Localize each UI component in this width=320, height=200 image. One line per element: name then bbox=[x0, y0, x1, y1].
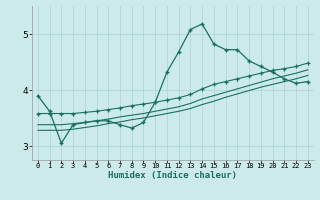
X-axis label: Humidex (Indice chaleur): Humidex (Indice chaleur) bbox=[108, 171, 237, 180]
